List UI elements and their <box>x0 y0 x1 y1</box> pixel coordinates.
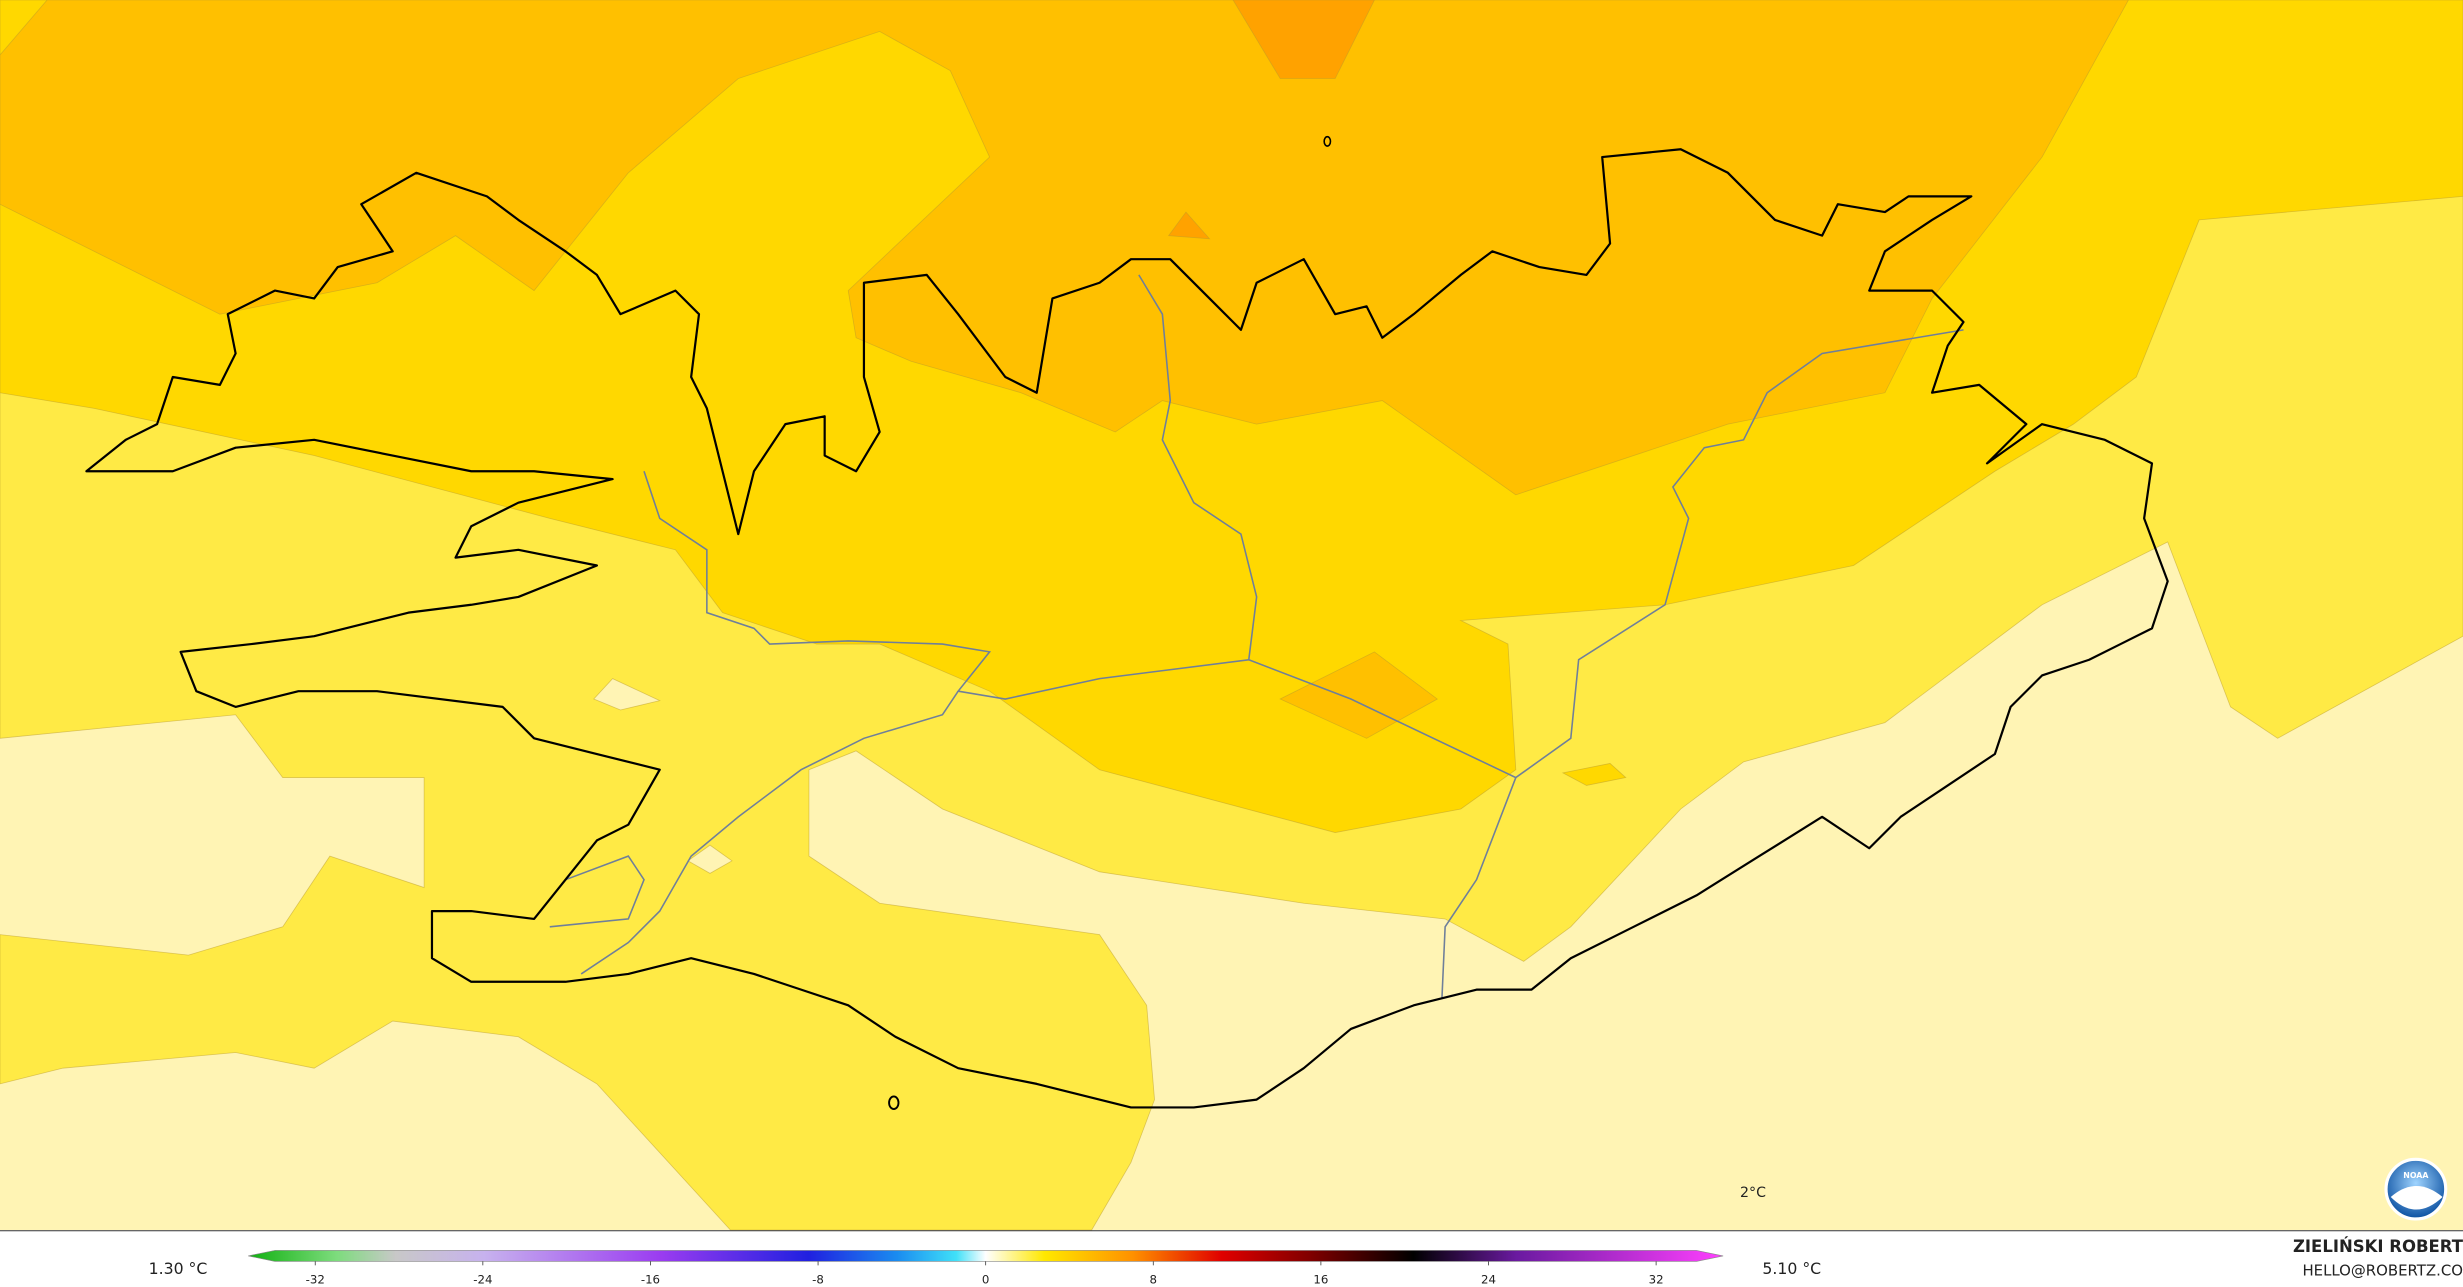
zone-orange-yellow <box>0 0 2129 496</box>
colorbar-min-label: 1.30 °C <box>149 1259 208 1278</box>
contour-label: 2°C <box>1740 1185 1766 1201</box>
zone-orange <box>1232 0 1375 79</box>
temperature-field <box>0 0 2463 1231</box>
zone-pale-spot <box>593 678 661 711</box>
zone-orange-yellow <box>1279 651 1438 739</box>
logo-wave <box>2390 1185 2443 1210</box>
colorbar-tick-label: -16 <box>641 1272 660 1286</box>
colorbar-tick-label: 0 <box>982 1272 989 1286</box>
zone-yellow <box>1561 763 1627 786</box>
region-border <box>549 855 645 928</box>
noaa-logo: NOAA <box>2384 1157 2448 1221</box>
colorbar-tick-label: -24 <box>473 1272 492 1286</box>
colorbar-ramp <box>248 1250 1724 1262</box>
region-border <box>1441 777 1517 998</box>
colorbar-tick-label: 16 <box>1313 1272 1328 1286</box>
colorbar-max-label: 5.10 °C <box>1762 1259 1821 1278</box>
region-border <box>580 690 959 975</box>
colorbar-tick-label: -32 <box>306 1272 325 1286</box>
island <box>1323 135 1332 147</box>
colorbar-tick-label: 8 <box>1150 1272 1157 1286</box>
region-border <box>643 274 1258 700</box>
colorbar-tick-label: -8 <box>812 1272 824 1286</box>
credit-email: HELLO@ROBERTZ.CO <box>2302 1262 2463 1280</box>
colorbar: 1.30 °C 5.10 °C -32 -24 -16 -8 0 8 16 24 32 <box>149 1250 1821 1286</box>
colorbar-tick-label: 32 <box>1649 1272 1664 1286</box>
colorbar-tick-label: 24 <box>1481 1272 1496 1286</box>
zone-pale-spot <box>687 844 733 874</box>
borders <box>549 274 1964 998</box>
coastline <box>85 148 2169 1109</box>
zone-orange <box>1167 211 1211 240</box>
credit-name: ZIELIŃSKI ROBERT <box>2293 1237 2463 1256</box>
logo-text: NOAA <box>2403 1171 2429 1180</box>
island <box>888 1095 900 1110</box>
